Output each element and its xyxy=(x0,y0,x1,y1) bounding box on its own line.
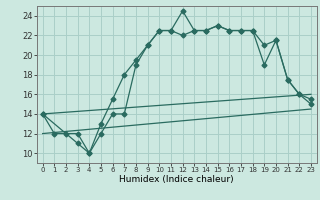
X-axis label: Humidex (Indice chaleur): Humidex (Indice chaleur) xyxy=(119,175,234,184)
